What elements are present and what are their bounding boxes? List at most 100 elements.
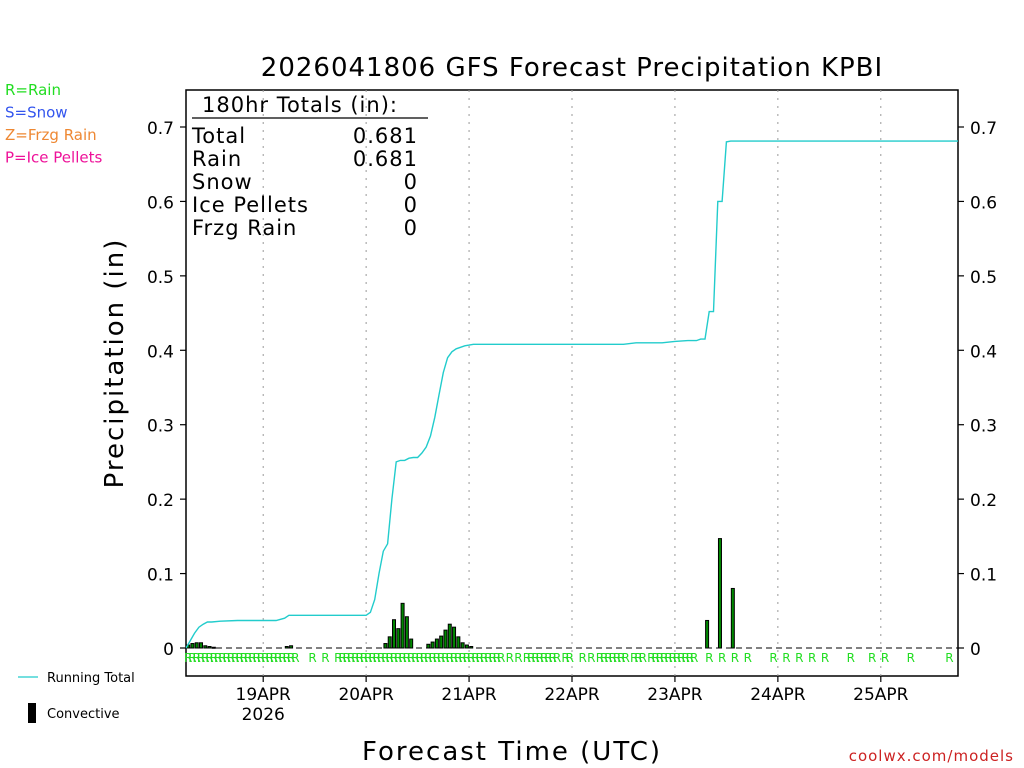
rain-marker: R xyxy=(364,651,372,665)
totals-row-value: 0.681 xyxy=(353,147,418,171)
x-tick-label: 23APR xyxy=(647,685,703,705)
rain-marker: R xyxy=(782,651,790,665)
convective-bar xyxy=(426,643,431,649)
rain-marker: R xyxy=(253,651,261,665)
x-tick-label: 25APR xyxy=(853,685,909,705)
rain-marker: R xyxy=(454,651,462,665)
rain-marker: R xyxy=(617,651,625,665)
convective-bar xyxy=(717,538,722,649)
rain-marker: R xyxy=(639,651,647,665)
rain-marker: R xyxy=(544,651,552,665)
rain-marker: R xyxy=(428,651,436,665)
rain-marker: R xyxy=(484,651,492,665)
rain-marker: R xyxy=(536,651,544,665)
rain-marker: R xyxy=(561,651,569,665)
rain-marker: R xyxy=(287,651,295,665)
convective-bar xyxy=(207,646,212,649)
rain-marker: R xyxy=(467,651,475,665)
rain-marker: R xyxy=(338,651,346,665)
convective-bar xyxy=(194,642,199,649)
convective-bar xyxy=(190,643,195,649)
rain-marker: R xyxy=(681,651,689,665)
y-tick-label-left: 0.4 xyxy=(147,342,174,362)
rain-marker: R xyxy=(433,651,441,665)
rain-marker: R xyxy=(718,651,726,665)
y-tick-label-right: 0 xyxy=(970,640,981,660)
convective-bar xyxy=(383,643,388,649)
convective-bar xyxy=(469,646,474,649)
running-total-line xyxy=(185,140,958,649)
rain-marker: R xyxy=(184,651,192,665)
y-tick-label-left: 0.6 xyxy=(147,193,174,213)
totals-rows: Total 0.681 Rain 0.681 Snow 0 Ice Pellets 0 Frzg… xyxy=(191,124,418,240)
y-tick-label-left: 0.5 xyxy=(147,268,174,288)
rain-marker: R xyxy=(420,651,428,665)
rain-marker: R xyxy=(210,651,218,665)
convective-bar xyxy=(284,646,289,649)
y-tick-label-right: 0.3 xyxy=(970,417,997,437)
rain-marker: R xyxy=(308,651,316,665)
rain-marker: R xyxy=(613,651,621,665)
rain-marker: R xyxy=(201,651,209,665)
rain-marker: R xyxy=(193,651,201,665)
rain-marker: R xyxy=(235,651,243,665)
convective-bar xyxy=(409,638,414,649)
rain-marker: R xyxy=(647,651,655,665)
rain-marker: R xyxy=(188,651,196,665)
convective-legend-swatch xyxy=(28,703,36,723)
rain-marker: R xyxy=(265,651,273,665)
rain-marker: R xyxy=(907,651,915,665)
rain-marker: R xyxy=(463,651,471,665)
y-tick-label-left: 0.1 xyxy=(147,566,174,586)
y-tick-label-right: 0.2 xyxy=(970,491,997,511)
rain-marker: R xyxy=(656,651,664,665)
rain-marker: R xyxy=(394,651,402,665)
rain-marker: R xyxy=(471,651,479,665)
convective-bar xyxy=(289,645,294,649)
rain-marker: R xyxy=(248,651,256,665)
convective-bar xyxy=(447,623,452,649)
x-tick-label: 19APR xyxy=(236,685,292,705)
rain-marker: R xyxy=(274,651,282,665)
rain-marker: R xyxy=(634,651,642,665)
rain-marker: R xyxy=(446,651,454,665)
rain-marker: R xyxy=(476,651,484,665)
rain-marker: R xyxy=(437,651,445,665)
rain-marker: R xyxy=(604,651,612,665)
rain-marker: R xyxy=(540,651,548,665)
totals-row-value: 0 xyxy=(404,193,418,217)
precip-type-key: R=Rain S=Snow Z=Frzg Rain P=Ice Pellets xyxy=(5,81,102,167)
convective-bar xyxy=(464,644,469,649)
rain-marker: R xyxy=(227,651,235,665)
convective-bar xyxy=(203,645,208,649)
y-tick-label-right: 0.7 xyxy=(970,119,997,139)
rain-marker: R xyxy=(261,651,269,665)
rain-marker: R xyxy=(291,651,299,665)
totals-box: 180hr Totals (in): Total 0.681 Rain 0.681 Sn… xyxy=(191,93,428,240)
rain-marker: R xyxy=(493,651,501,665)
convective-bar xyxy=(400,602,405,649)
rain-marker: R xyxy=(377,651,385,665)
precip-type-key-item: S=Snow xyxy=(5,104,68,122)
convective-bar xyxy=(460,642,465,649)
rain-marker: R xyxy=(596,651,604,665)
rain-marker: R xyxy=(244,651,252,665)
totals-row-value: 0 xyxy=(404,216,418,240)
rain-marker: R xyxy=(945,651,953,665)
rain-marker: R xyxy=(347,651,355,665)
totals-row-label: Snow xyxy=(192,170,253,194)
convective-bar xyxy=(443,629,448,649)
rain-marker: R xyxy=(821,651,829,665)
rain-marker: R xyxy=(795,651,803,665)
rain-marker: R xyxy=(458,651,466,665)
convective-bar xyxy=(439,635,444,649)
rain-marker: R xyxy=(373,651,381,665)
convective-bars xyxy=(186,538,735,649)
rain-marker: R xyxy=(214,651,222,665)
rain-marker: R xyxy=(527,651,535,665)
rain-marker: R xyxy=(197,651,205,665)
rain-marker: R xyxy=(381,651,389,665)
x-tick-sublabel: 2026 xyxy=(242,705,285,725)
totals-row-value: 0.681 xyxy=(353,124,418,148)
